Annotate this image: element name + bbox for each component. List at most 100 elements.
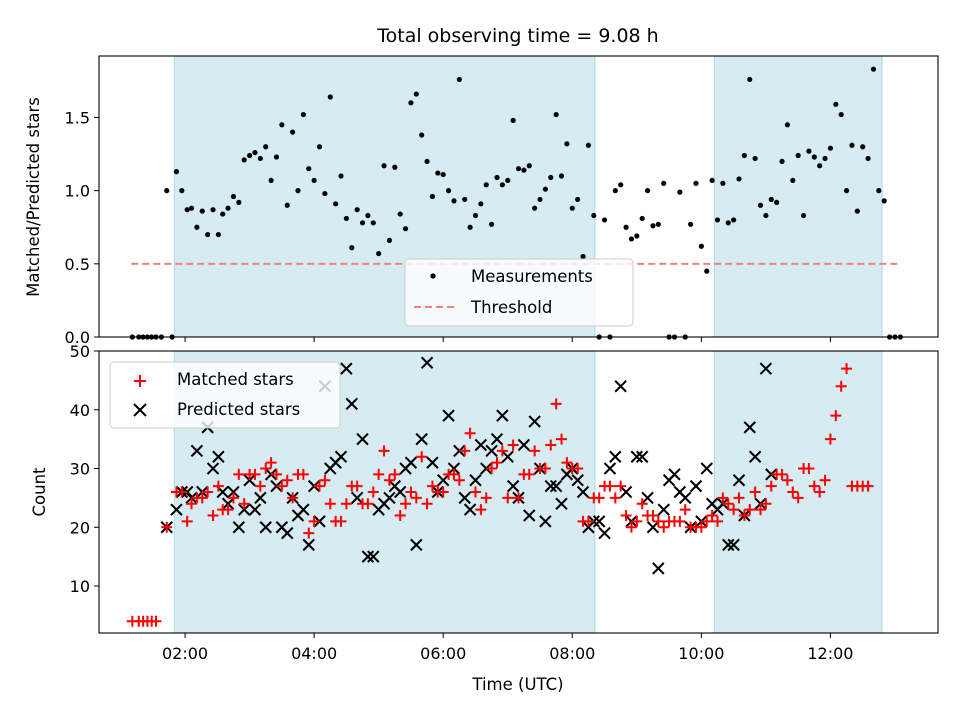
- measurement-point: [435, 170, 441, 176]
- measurement-point: [833, 101, 839, 107]
- legend-predicted-label: Predicted stars: [177, 400, 300, 419]
- predicted-star-point: [603, 462, 617, 475]
- measurement-point: [397, 211, 403, 217]
- predicted-star-point: [496, 409, 509, 422]
- measurement-point: [306, 166, 312, 172]
- matched-star-point: [400, 498, 412, 510]
- predicted-star-point: [641, 491, 654, 505]
- predicted-star-point: [334, 450, 348, 463]
- matched-star-point: [480, 492, 492, 504]
- x-tick-label: 12:00: [807, 644, 853, 663]
- y-tick-label: 50: [70, 342, 90, 361]
- predicted-star-point: [383, 491, 396, 505]
- legend-matched-label: Matched stars: [177, 370, 294, 389]
- matched-star-point: [265, 457, 277, 469]
- measurement-point: [854, 208, 860, 214]
- predicted-star-point: [501, 450, 514, 463]
- measurement-point: [591, 212, 597, 219]
- measurement-point: [881, 198, 887, 204]
- matched-star-point: [819, 474, 831, 486]
- predicted-star-point: [393, 485, 407, 499]
- predicted-star-point: [442, 409, 455, 422]
- predicted-star-point: [539, 515, 552, 528]
- matched-star-point: [717, 492, 729, 504]
- measurement-point: [725, 220, 731, 226]
- matched-star-point: [722, 498, 734, 510]
- matched-star-point: [459, 445, 471, 457]
- top-y-ticks: 0.0 0.5 1.0 1.5: [65, 108, 99, 347]
- matched-star-point: [814, 486, 826, 498]
- y-tick-label: 40: [70, 401, 90, 420]
- matched-star-point: [652, 515, 664, 527]
- predicted-star-point: [238, 503, 251, 516]
- predicted-star-point: [657, 503, 670, 516]
- measurement-point: [338, 173, 344, 179]
- bottom-y-ticks: 10 20 30 40 50: [70, 342, 99, 596]
- measurement-point: [359, 220, 366, 226]
- top-legend-box: [404, 258, 634, 327]
- matched-star-point: [523, 468, 535, 480]
- measurement-point: [295, 188, 301, 194]
- matched-star-point: [604, 480, 616, 492]
- matched-star-point: [701, 515, 713, 527]
- matched-star-point: [362, 498, 374, 510]
- matched-star-point: [808, 480, 820, 492]
- measurement-point: [714, 217, 721, 223]
- x-tick-label: 08:00: [549, 644, 595, 663]
- matched-star-point: [545, 439, 557, 451]
- top-axes-frame: [98, 55, 939, 338]
- matched-star-point: [297, 468, 309, 480]
- predicted-star-point: [420, 356, 434, 369]
- predicted-star-point: [410, 538, 423, 552]
- measurement-point: [553, 111, 559, 118]
- matched-star-point: [150, 615, 162, 627]
- matched-star-point: [260, 463, 272, 474]
- predicted-star-point: [485, 444, 498, 458]
- predicted-star-point: [259, 521, 272, 534]
- matched-star-point: [222, 504, 234, 516]
- matched-star-point: [572, 463, 584, 474]
- measurement-point: [768, 196, 774, 203]
- matched-star-point: [728, 504, 740, 516]
- matched-star-point: [760, 498, 772, 510]
- matched-star-point: [181, 515, 193, 527]
- matched-star-point: [475, 504, 487, 516]
- measurement-point: [521, 167, 527, 173]
- matched-star-point: [711, 515, 723, 527]
- predicted-star-point: [722, 538, 735, 552]
- measurement-point: [774, 199, 780, 205]
- matched-star-point: [378, 445, 390, 457]
- measurement-point: [580, 253, 586, 260]
- predicted-star-point: [700, 462, 713, 475]
- measurement-point: [731, 217, 737, 223]
- measurement-point: [179, 188, 185, 194]
- predicted-star-point: [528, 415, 541, 428]
- matched-star-point: [453, 474, 465, 486]
- measurement-point: [376, 250, 382, 257]
- predicted-star-point: [619, 485, 633, 499]
- measurement-point: [618, 182, 624, 188]
- measurement-point: [173, 169, 180, 175]
- predicted-star-point: [635, 450, 649, 463]
- measurement-point: [644, 188, 651, 194]
- measurement-point: [849, 142, 855, 148]
- matched-star-point: [561, 457, 573, 469]
- predicted-star-point: [170, 503, 183, 516]
- matched-star-point: [186, 498, 198, 510]
- measurement-point: [263, 144, 269, 150]
- measurement-point: [505, 177, 511, 184]
- top-legend: Measurements Threshold: [404, 258, 634, 327]
- matched-star-point: [502, 492, 514, 504]
- legend-threshold-label: Threshold: [470, 298, 552, 317]
- measurement-point: [661, 180, 667, 186]
- measurement-point: [811, 154, 817, 160]
- measurement-point: [343, 215, 349, 222]
- measurement-point: [795, 152, 801, 159]
- matched-star-point: [529, 445, 541, 457]
- predicted-star-point: [436, 474, 450, 487]
- matched-star-point: [582, 515, 594, 527]
- measurement-point: [268, 177, 274, 184]
- matched-star-point: [303, 527, 315, 539]
- measurement-point: [220, 211, 226, 217]
- measurement-point: [704, 268, 710, 274]
